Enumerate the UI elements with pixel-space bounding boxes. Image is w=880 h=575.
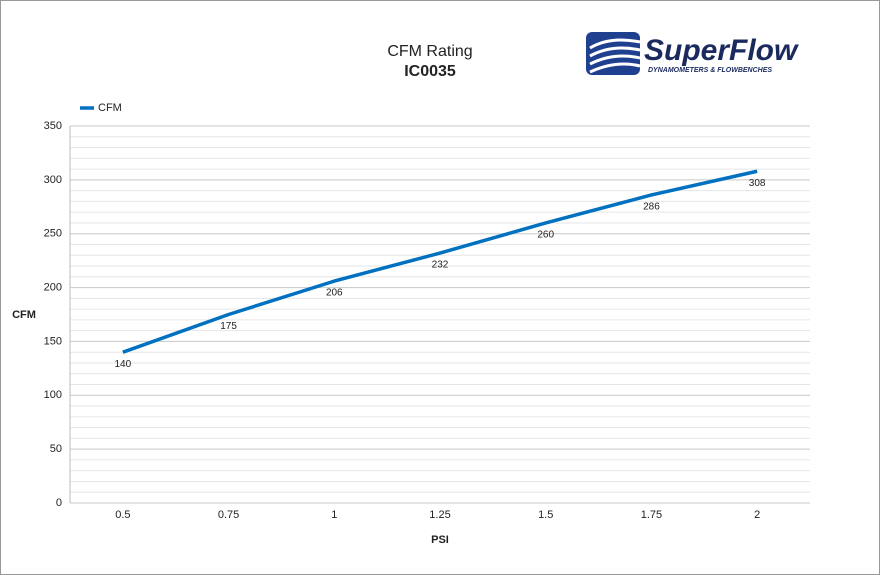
x-tick-label: 1.75 — [641, 509, 662, 521]
y-tick-label: 200 — [44, 281, 62, 293]
x-tick-label: 1.5 — [538, 509, 553, 521]
data-label: 308 — [749, 178, 766, 189]
y-tick-label: 300 — [44, 174, 62, 186]
data-label: 140 — [115, 359, 132, 370]
logo-name: SuperFlow — [644, 34, 799, 67]
x-tick-label: 0.75 — [218, 509, 239, 521]
y-tick-label: 350 — [44, 120, 62, 132]
data-label: 286 — [643, 202, 660, 213]
y-tick-label: 250 — [44, 228, 62, 240]
x-axis-label: PSI — [431, 534, 449, 546]
data-label: 206 — [326, 288, 343, 299]
data-label: 232 — [432, 260, 449, 271]
y-tick-label: 100 — [44, 389, 62, 401]
x-tick-label: 1.25 — [429, 509, 450, 521]
chart-subtitle: IC0035 — [404, 63, 456, 80]
chart-title: CFM Rating — [387, 43, 472, 60]
y-tick-label: 0 — [56, 497, 62, 509]
logo-tagline: DYNAMOMETERS & FLOWBENCHES — [648, 67, 772, 74]
x-tick-label: 2 — [754, 509, 760, 521]
logo-swoosh — [589, 38, 641, 74]
legend-label: CFM — [98, 102, 122, 114]
data-line — [122, 169, 758, 354]
logo: SuperFlow DYNAMOMETERS & FLOWBENCHES — [586, 32, 799, 75]
x-tick-label: 1 — [331, 509, 337, 521]
x-tick-label: 0.5 — [115, 509, 130, 521]
data-label: 175 — [220, 321, 237, 332]
y-tick-label: 150 — [44, 335, 62, 347]
y-tick-label: 50 — [50, 443, 62, 455]
data-label: 260 — [537, 230, 554, 241]
y-axis-label: CFM — [12, 309, 36, 321]
